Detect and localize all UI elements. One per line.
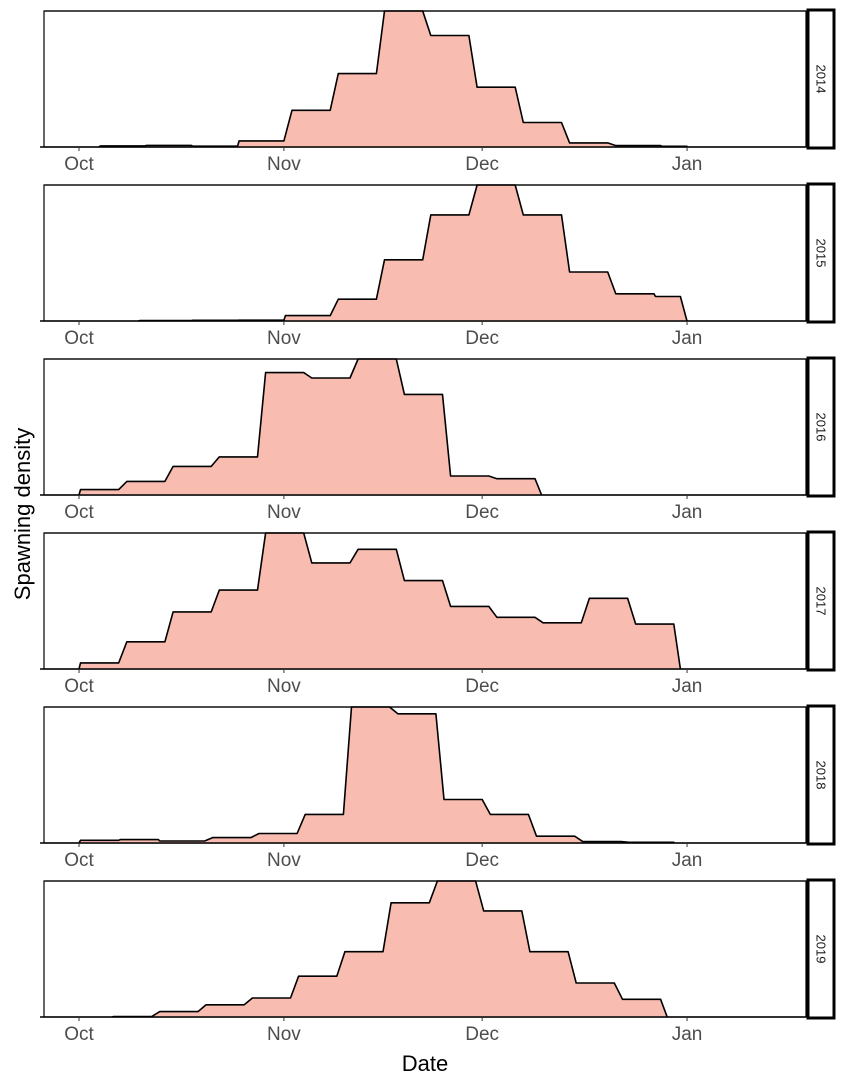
x-tick-label: Nov: [267, 328, 301, 349]
x-tick-label: Jan: [672, 502, 703, 523]
density-area: [79, 533, 681, 669]
x-tick-label: Dec: [465, 676, 499, 697]
x-tick-label: Dec: [465, 1024, 499, 1045]
x-axis-title: Date: [402, 1051, 448, 1076]
facet-strip: [806, 182, 836, 324]
facet-panel-2016: Oct Nov Dec Jan 2016: [40, 356, 836, 523]
facet-panel-2014: Oct Nov Dec Jan 2014: [40, 8, 836, 175]
facet-strip: [806, 704, 836, 846]
x-tick-label: Dec: [465, 502, 499, 523]
facet-strip: [806, 530, 836, 672]
facet-strip-label: 2018: [814, 761, 829, 790]
facet-strip: [806, 356, 836, 498]
facet-strip: [806, 8, 836, 150]
facet-strip-label: 2014: [814, 65, 829, 94]
facet-strip-label: 2017: [814, 587, 829, 616]
x-tick-label: Jan: [672, 1024, 703, 1045]
facet-panel-2017: Oct Nov Dec Jan 2017: [40, 530, 836, 697]
y-axis-title: Spawning density: [10, 428, 35, 600]
x-tick-label: Nov: [267, 850, 301, 871]
density-area: [98, 11, 687, 147]
x-tick-label: Oct: [64, 502, 94, 523]
density-area: [112, 881, 668, 1017]
facet-strip-label: 2016: [814, 413, 829, 442]
x-tick-label: Nov: [267, 502, 301, 523]
x-tick-label: Dec: [465, 154, 499, 175]
x-tick-label: Oct: [64, 328, 94, 349]
x-tick-label: Jan: [672, 328, 703, 349]
x-tick-label: Nov: [267, 676, 301, 697]
x-tick-label: Jan: [672, 676, 703, 697]
density-line: [111, 880, 668, 1018]
facet-panels: Oct Nov Dec Jan 2014 Oct Nov Dec Jan 2015 Oct Nov De…: [40, 8, 836, 1045]
density-area: [79, 359, 542, 495]
x-tick-label: Nov: [267, 1024, 301, 1045]
density-line: [78, 358, 543, 496]
facet-strip: [806, 878, 836, 1020]
x-tick-label: Nov: [267, 154, 301, 175]
x-tick-label: Dec: [465, 328, 499, 349]
density-line: [138, 184, 688, 322]
density-line: [78, 532, 682, 670]
x-tick-label: Jan: [672, 850, 703, 871]
x-tick-label: Oct: [64, 1024, 94, 1045]
x-tick-label: Dec: [465, 850, 499, 871]
x-tick-label: Oct: [64, 154, 94, 175]
facet-panel-2019: Oct Nov Dec Jan 2019: [40, 878, 836, 1045]
density-area: [79, 707, 674, 843]
facet-panel-2018: Oct Nov Dec Jan 2018: [40, 704, 836, 871]
facet-strip-label: 2015: [814, 239, 829, 268]
facet-panel-2015: Oct Nov Dec Jan 2015: [40, 182, 836, 349]
density-area: [138, 185, 687, 321]
x-tick-label: Oct: [64, 676, 94, 697]
x-tick-label: Jan: [672, 154, 703, 175]
x-tick-label: Oct: [64, 850, 94, 871]
facet-strip-label: 2019: [814, 935, 829, 964]
